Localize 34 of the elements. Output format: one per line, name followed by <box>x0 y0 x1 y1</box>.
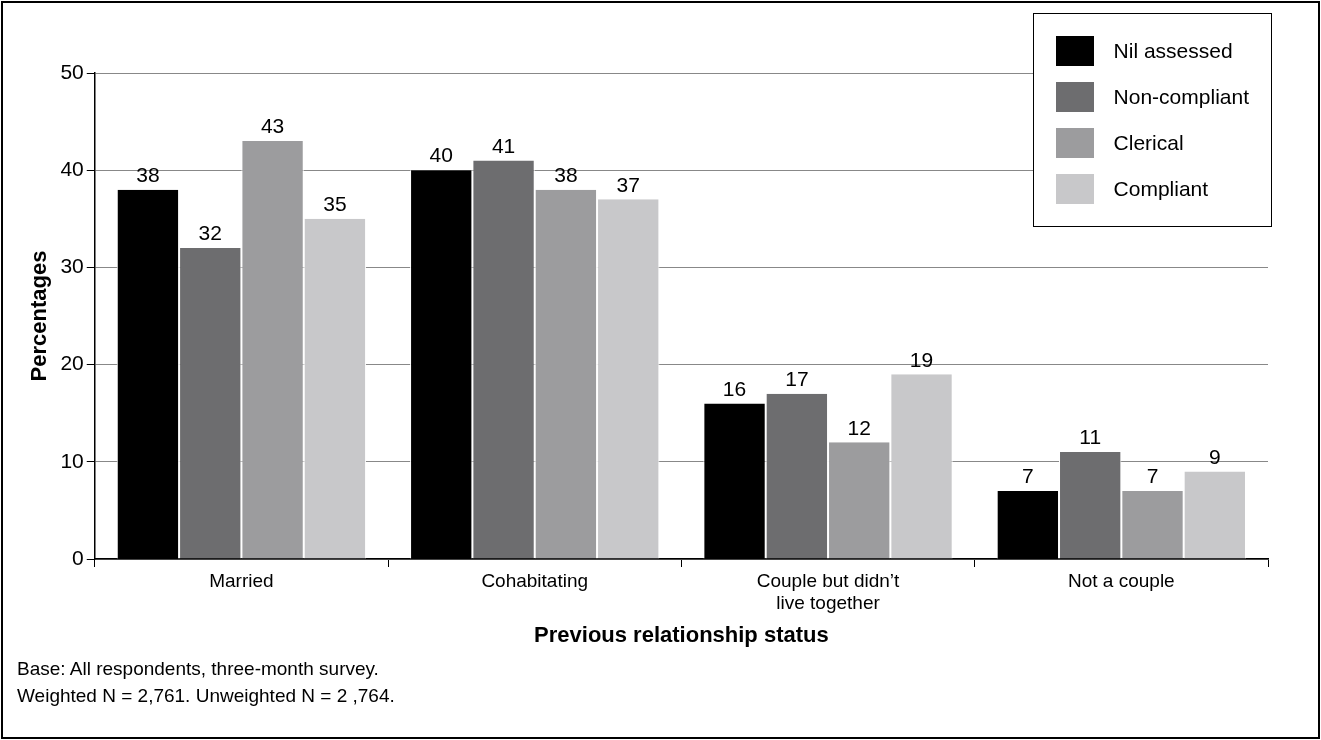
y-tick-label: 50 <box>60 59 84 83</box>
y-tick-label: 10 <box>60 448 84 472</box>
y-axis-title: Percentages <box>26 250 52 382</box>
data-label: 40 <box>429 143 453 167</box>
x-tick-label: Not a couple <box>1068 569 1175 591</box>
data-label: 16 <box>722 376 747 400</box>
data-label: 32 <box>198 221 222 245</box>
legend-label: Non-compliant <box>1113 85 1249 109</box>
data-label: 38 <box>136 162 160 186</box>
legend-label: Clerical <box>1113 131 1184 155</box>
text: Base: All respondents, three-month survey. <box>17 657 380 681</box>
data-label: 43 <box>260 114 285 138</box>
data-label: 12 <box>847 415 871 439</box>
x-axis-title: Previous relationship status <box>534 621 829 647</box>
data-label: 7 <box>1022 464 1034 488</box>
data-label: 9 <box>1208 444 1221 468</box>
x-tick-label: Cohabitating <box>481 569 589 591</box>
data-label: 41 <box>491 133 516 157</box>
x-tick-label: Couple but didn’t live together <box>756 569 901 614</box>
y-tick-label: 30 <box>60 254 84 278</box>
data-label: 17 <box>785 367 809 391</box>
text: Weighted N = 2,761. Unweighted N = 2 ,764. <box>17 684 395 708</box>
data-label: 7 <box>1146 464 1159 488</box>
data-label: 37 <box>616 172 640 196</box>
x-tick-label: Married <box>209 569 274 591</box>
data-label: 38 <box>554 162 578 186</box>
y-tick-label: 0 <box>72 545 84 569</box>
data-label: 35 <box>323 192 347 216</box>
data-label: 19 <box>909 347 934 371</box>
data-label: 11 <box>1079 425 1102 449</box>
legend-label: Nil assessed <box>1113 39 1233 63</box>
y-tick-label: 40 <box>60 157 84 180</box>
y-tick-label: 20 <box>60 351 84 375</box>
legend-label: Compliant <box>1113 177 1209 201</box>
